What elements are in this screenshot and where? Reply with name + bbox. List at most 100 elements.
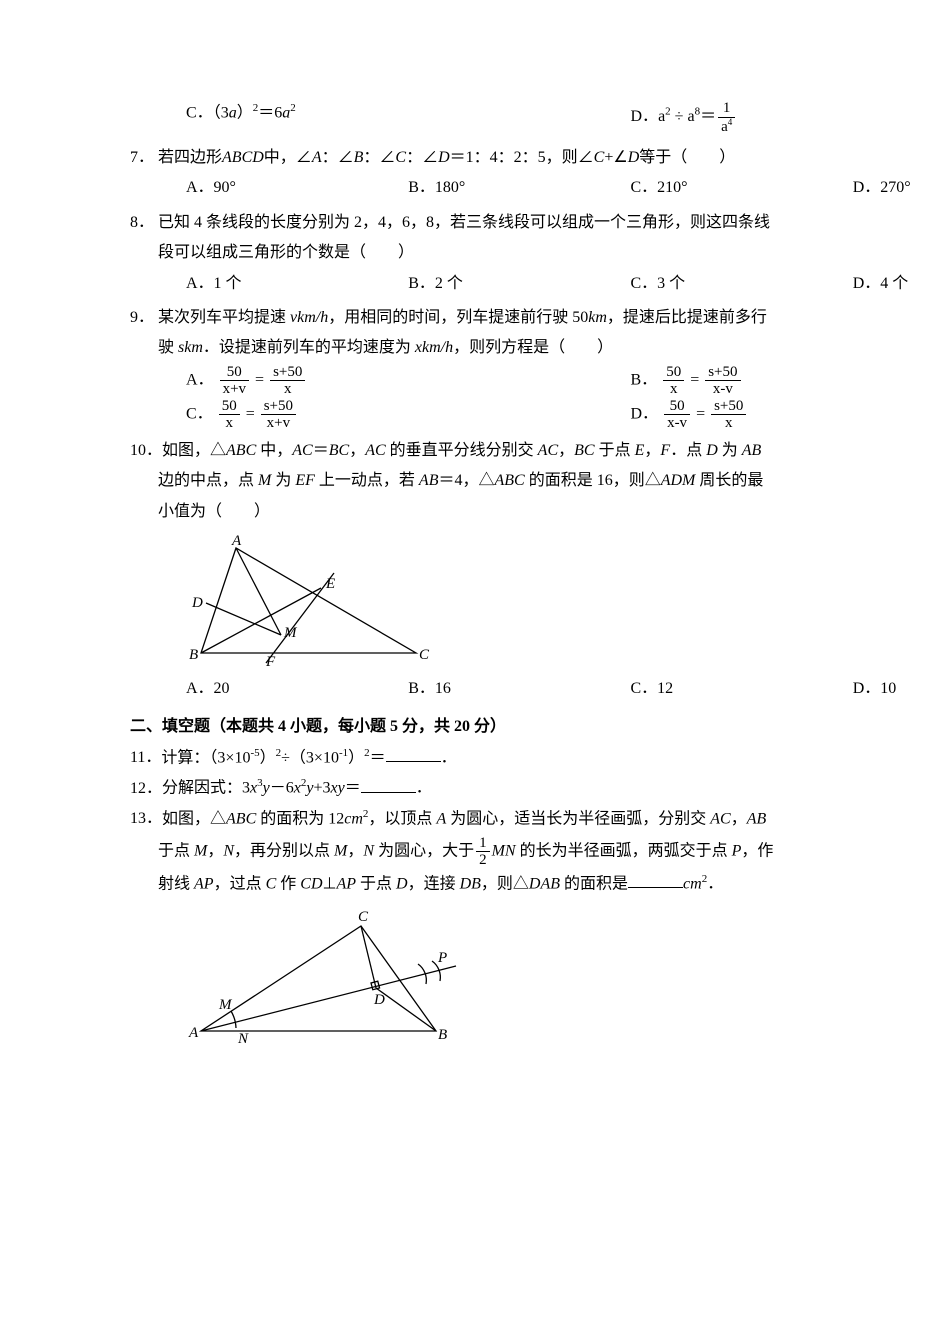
t: =	[696, 405, 705, 422]
t: ．	[707, 875, 723, 892]
t: CD	[300, 875, 322, 892]
t: P	[732, 843, 742, 860]
t: AP	[194, 875, 214, 892]
t: -5	[250, 747, 259, 759]
q13-line1: 13． 如图，△ABC 的面积为 12cm2，以顶点 A 为圆心，适当长为半径画…	[130, 804, 945, 835]
t: 某次列车平均提速	[158, 309, 290, 326]
t: MN	[492, 843, 516, 860]
t: ，再分别以点	[234, 843, 334, 860]
t: ADM	[661, 472, 696, 489]
t: +∠	[604, 149, 627, 166]
t: D	[706, 442, 718, 459]
angle-bisector-diagram-icon: A B C D M N P	[186, 906, 466, 1046]
t: ，	[644, 442, 660, 459]
t: ，	[347, 843, 363, 860]
lblM: M	[218, 997, 233, 1013]
t: ＝4，△	[438, 472, 494, 489]
t: ＝	[345, 780, 361, 797]
t: -1	[339, 747, 348, 759]
q7-options: A．90° B．180° C．210° D．270°	[130, 173, 945, 203]
t: =	[690, 371, 699, 388]
t: 射线	[158, 875, 194, 892]
t: s+50	[270, 364, 305, 382]
t: ：∠	[363, 149, 395, 166]
t: DB	[460, 875, 481, 892]
lblD: D	[191, 595, 203, 611]
q9-optB: B． 50x = s+50x-v	[631, 364, 945, 398]
lblB: B	[438, 1027, 447, 1043]
t: 的长为半径画弧，两弧交于点	[516, 843, 732, 860]
q10-line2: 边的中点，点 M 为 EF 上一动点，若 AB＝4，△ABC 的面积是 16，则…	[130, 466, 945, 496]
t: A	[312, 149, 322, 166]
q8-options: A．1 个 B．2 个 C．3 个 D．4 个	[130, 269, 945, 299]
t: 周长的最	[695, 472, 763, 489]
t: 于点	[158, 843, 194, 860]
q8-optA: A．1 个	[186, 269, 408, 299]
t: AC	[538, 442, 558, 459]
t: DAB	[529, 875, 560, 892]
q10-optD: D．10	[853, 674, 945, 704]
q6d-prefix: D．	[631, 108, 659, 125]
t: xkm/h	[415, 339, 453, 356]
t: 50	[220, 364, 249, 382]
t: ，	[349, 442, 365, 459]
q13-line3: 射线 AP，过点 C 作 CD⊥AP 于点 D，连接 DB，则△DAB 的面积是…	[130, 869, 945, 900]
q10-optC: C．12	[631, 674, 853, 704]
t: E	[635, 442, 645, 459]
t: x	[270, 381, 305, 398]
t: ＝	[700, 108, 716, 125]
t: M	[334, 843, 347, 860]
t: 2	[290, 102, 296, 114]
q8-optB: B．2 个	[408, 269, 630, 299]
t: ABC	[494, 472, 524, 489]
lblC: C	[419, 647, 430, 663]
t: D	[628, 149, 640, 166]
q6-option-d: D．a2 ÷ a8＝1a4	[631, 100, 945, 135]
t: ＝1：4：2：5，则∠	[450, 149, 594, 166]
t: 中，∠	[264, 149, 312, 166]
q13-figure: A B C D M N P	[186, 906, 945, 1046]
t: ，提速后比提速前多行	[607, 309, 767, 326]
t: 上一动点，若	[315, 472, 419, 489]
q9-options-cd: C． 50x = s+50x+v D． 50x-v = s+50x	[130, 398, 945, 432]
q13-line2: 于点 M，N，再分别以点 M，N 为圆心，大于12MN 的长为半径画弧，两弧交于…	[130, 835, 945, 869]
t: x	[663, 381, 684, 398]
lblE: E	[325, 576, 335, 592]
t: km	[588, 309, 607, 326]
q8-line1: 8． 已知 4 条线段的长度分别为 2，4，6，8，若三条线段可以组成一个三角形…	[130, 208, 945, 238]
t: C．	[186, 405, 213, 422]
t: AB	[419, 472, 439, 489]
t: BC	[574, 442, 594, 459]
q9-optA: A． 50x+v = s+50x	[186, 364, 631, 398]
t: ：∠	[322, 149, 354, 166]
t: s+50	[705, 364, 740, 382]
t: ，则列方程是（ ）	[453, 339, 613, 356]
t: x	[711, 415, 746, 432]
q9-optD: D． 50x-v = s+50x	[631, 398, 945, 432]
t: ）	[348, 749, 364, 766]
t: D	[438, 149, 450, 166]
lblN: N	[237, 1031, 249, 1046]
t: ，	[207, 843, 223, 860]
t: M	[194, 843, 207, 860]
t: 的垂直平分线分别交	[386, 442, 538, 459]
t: C	[266, 875, 277, 892]
q10-options: A．20 B．16 C．12 D．10	[130, 674, 945, 704]
q9-line2: 驶 skm．设提速前列车的平均速度为 xkm/h，则列方程是（ ）	[130, 333, 945, 363]
t: cm	[683, 875, 702, 892]
t: B．	[631, 371, 658, 388]
q6-option-c: C．（3a）2＝6a2	[186, 100, 631, 135]
q7-optD: D．270°	[853, 173, 945, 203]
t: 1	[476, 835, 490, 853]
t: 50	[219, 398, 240, 416]
t: 如图，△	[162, 810, 226, 827]
q11: 11． 计算：（3×10-5）2÷（3×10-1）2＝．	[130, 743, 945, 774]
t: 边的中点，点	[158, 472, 258, 489]
lblC: C	[358, 909, 369, 925]
t: AB	[747, 810, 767, 827]
t: 为圆心，大于	[374, 843, 474, 860]
t: N	[223, 843, 234, 860]
q13-num: 13．	[130, 804, 162, 834]
q7-optB: B．180°	[408, 173, 630, 203]
lblA: A	[231, 533, 242, 549]
